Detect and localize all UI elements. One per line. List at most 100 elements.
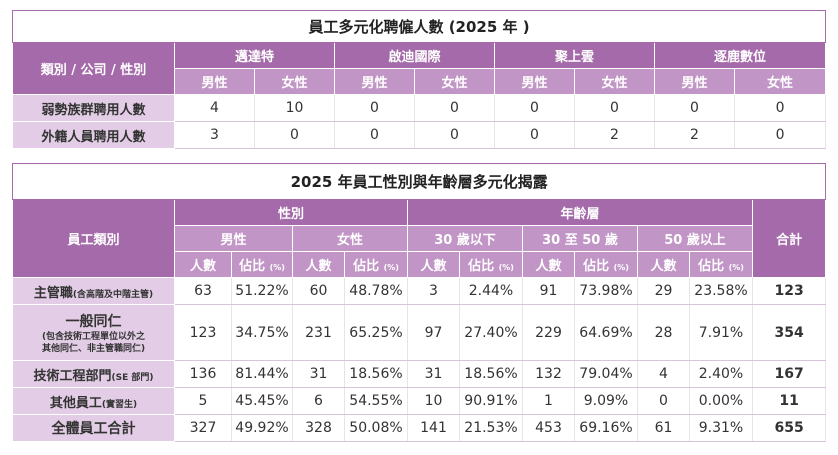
row-label-main: 全體員工合計 <box>51 421 136 437</box>
hiring-diversity-table: 員工多元化聘僱人數 (2025 年 ) 類別 / 公司 / 性別 邁達特 啟迪國… <box>11 10 827 149</box>
value-cell: 3 <box>174 121 255 149</box>
count-header: 人數 <box>407 251 460 278</box>
value-cell: 54.55% <box>344 387 408 415</box>
value-cell: 45.45% <box>231 387 293 415</box>
row-label-note: 其他同仁、非主管職同仁) <box>41 343 146 354</box>
subgroup-header: 男性 <box>174 225 293 252</box>
gender-header: 女性 <box>414 68 495 95</box>
row-label: 全體員工合計 <box>12 414 175 442</box>
value-cell: 0 <box>494 121 575 149</box>
table-row: 全體員工合計 327 49.92% 328 50.08% 141 21.53% … <box>12 414 827 442</box>
value-cell: 91 <box>522 277 575 305</box>
value-cell: 69.16% <box>574 414 638 442</box>
value-cell: 97 <box>407 304 460 361</box>
value-cell: 7.91% <box>689 304 753 361</box>
value-cell: 49.92% <box>231 414 293 442</box>
ratio-unit: (%) <box>498 263 514 272</box>
table-row: 技術工程部門(SE 部門) 136 81.44% 31 18.56% 31 18… <box>12 360 827 388</box>
value-cell: 79.04% <box>574 360 638 388</box>
value-cell: 23.58% <box>689 277 753 305</box>
subgroup-header: 50 歲以上 <box>637 225 753 252</box>
value-cell: 123 <box>174 304 232 361</box>
table-row: 弱勢族群聘用人數 4 10 0 0 0 0 0 0 <box>12 94 827 122</box>
ratio-header: 佔比 (%) <box>574 251 638 278</box>
total-cell: 11 <box>751 387 827 415</box>
value-cell: 4 <box>174 94 255 122</box>
ratio-unit: (%) <box>269 263 285 272</box>
table2-title: 2025 年員工性別與年齡層多元化揭露 <box>11 163 827 200</box>
total-cell: 655 <box>751 414 827 442</box>
ratio-header: 佔比 (%) <box>231 251 293 278</box>
value-cell: 9.09% <box>574 387 638 415</box>
ratio-unit: (%) <box>728 263 744 272</box>
gender-header: 男性 <box>494 68 575 95</box>
subgroup-header: 30 至 50 歲 <box>522 225 638 252</box>
total-cell: 354 <box>751 304 827 361</box>
gender-header: 女性 <box>574 68 655 95</box>
ratio-label: 佔比 <box>698 259 725 274</box>
value-cell: 10 <box>407 387 460 415</box>
value-cell: 21.53% <box>459 414 523 442</box>
gender-header: 男性 <box>174 68 255 95</box>
company-header: 聚上雲 <box>494 42 655 69</box>
age-group-header: 年齡層 <box>407 199 753 226</box>
row-label: 弱勢族群聘用人數 <box>12 94 175 122</box>
value-cell: 61 <box>637 414 690 442</box>
value-cell: 1 <box>522 387 575 415</box>
row-label: 其他員工(實習生) <box>12 387 175 415</box>
row-label-main: 一般同仁 <box>65 313 122 330</box>
value-cell: 50.08% <box>344 414 408 442</box>
table-row: 外籍人員聘用人數 3 0 0 0 0 2 2 0 <box>12 121 827 149</box>
ratio-label: 佔比 <box>353 259 380 274</box>
value-cell: 4 <box>637 360 690 388</box>
company-header: 啟迪國際 <box>334 42 495 69</box>
employee-category-header: 員工類別 <box>12 199 175 278</box>
value-cell: 6 <box>292 387 345 415</box>
ratio-header: 佔比 (%) <box>459 251 523 278</box>
value-cell: 63 <box>174 277 232 305</box>
count-header: 人數 <box>522 251 575 278</box>
ratio-unit: (%) <box>613 263 629 272</box>
ratio-label: 佔比 <box>468 259 495 274</box>
value-cell: 0 <box>637 387 690 415</box>
row-label: 外籍人員聘用人數 <box>12 121 175 149</box>
value-cell: 9.31% <box>689 414 753 442</box>
ratio-label: 佔比 <box>583 259 610 274</box>
value-cell: 0 <box>574 94 655 122</box>
ratio-header: 佔比 (%) <box>344 251 408 278</box>
value-cell: 2.44% <box>459 277 523 305</box>
value-cell: 2.40% <box>689 360 753 388</box>
value-cell: 327 <box>174 414 232 442</box>
row-label-main: 主管職 <box>33 285 73 301</box>
value-cell: 29 <box>637 277 690 305</box>
company-header: 邁達特 <box>174 42 335 69</box>
value-cell: 34.75% <box>231 304 293 361</box>
ratio-unit: (%) <box>383 263 399 272</box>
value-cell: 28 <box>637 304 690 361</box>
value-cell: 65.25% <box>344 304 408 361</box>
count-header: 人數 <box>637 251 690 278</box>
count-header: 人數 <box>174 251 232 278</box>
value-cell: 31 <box>292 360 345 388</box>
gender-header: 女性 <box>254 68 335 95</box>
row-label-main: 技術工程部門 <box>33 368 112 384</box>
table1-corner-label: 類別 / 公司 / 性別 <box>12 42 175 95</box>
value-cell: 2 <box>654 121 735 149</box>
gender-header: 女性 <box>733 68 827 95</box>
row-label-note: (實習生) <box>101 399 138 410</box>
value-cell: 328 <box>292 414 345 442</box>
value-cell: 453 <box>522 414 575 442</box>
row-label-main: 其他員工 <box>49 395 102 411</box>
value-cell: 3 <box>407 277 460 305</box>
value-cell: 0 <box>494 94 575 122</box>
ratio-header: 佔比 (%) <box>689 251 753 278</box>
ratio-label: 佔比 <box>239 259 266 274</box>
value-cell: 0 <box>733 121 827 149</box>
subgroup-header: 30 歲以下 <box>407 225 523 252</box>
gender-header: 男性 <box>334 68 415 95</box>
value-cell: 2 <box>574 121 655 149</box>
value-cell: 31 <box>407 360 460 388</box>
value-cell: 0 <box>334 121 415 149</box>
value-cell: 0 <box>733 94 827 122</box>
value-cell: 27.40% <box>459 304 523 361</box>
